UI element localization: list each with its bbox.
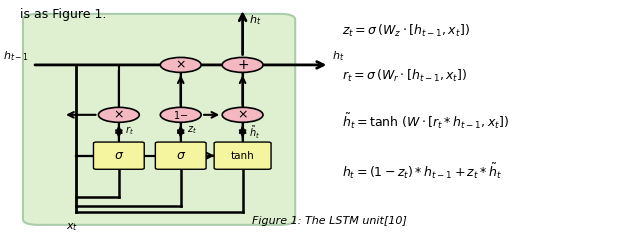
Text: $+$: $+$: [237, 58, 249, 72]
Circle shape: [222, 57, 263, 72]
Text: $\tilde{h}_t = \tanh\,(W \cdot [r_t * h_{t-1}, x_t])$: $\tilde{h}_t = \tanh\,(W \cdot [r_t * h_…: [342, 112, 509, 131]
Text: $z_t$: $z_t$: [187, 125, 197, 136]
FancyBboxPatch shape: [214, 142, 271, 169]
Circle shape: [222, 107, 263, 122]
Text: $r_t = \sigma\,(W_r \cdot [h_{t-1}, x_t])$: $r_t = \sigma\,(W_r \cdot [h_{t-1}, x_t]…: [342, 68, 467, 84]
Text: $\times$: $\times$: [237, 108, 248, 121]
Text: $h_t$: $h_t$: [332, 49, 345, 63]
Circle shape: [160, 107, 201, 122]
FancyBboxPatch shape: [156, 142, 206, 169]
Text: $\times$: $\times$: [175, 59, 186, 72]
Text: $\sigma$: $\sigma$: [175, 149, 186, 162]
Circle shape: [160, 57, 201, 72]
Text: $r_t$: $r_t$: [125, 125, 134, 137]
Text: $\times$: $\times$: [113, 108, 124, 121]
Text: Figure 1: The LSTM unit[10]: Figure 1: The LSTM unit[10]: [252, 216, 406, 226]
Text: $z_t = \sigma\,(W_z \cdot [h_{t-1}, x_t])$: $z_t = \sigma\,(W_z \cdot [h_{t-1}, x_t]…: [342, 23, 470, 39]
Text: tanh: tanh: [231, 151, 255, 161]
Text: $1\!-$: $1\!-$: [173, 109, 189, 121]
FancyBboxPatch shape: [93, 142, 144, 169]
Text: $h_t$: $h_t$: [249, 13, 261, 26]
FancyBboxPatch shape: [23, 14, 295, 225]
Text: $h_{t-1}$: $h_{t-1}$: [3, 49, 29, 63]
Text: $x_t$: $x_t$: [67, 221, 79, 233]
Text: is as Figure 1.: is as Figure 1.: [20, 8, 106, 21]
Circle shape: [99, 107, 140, 122]
Text: $h_t = (1 - z_t) * h_{t-1} + z_t * \tilde{h}_t$: $h_t = (1 - z_t) * h_{t-1} + z_t * \tild…: [342, 162, 502, 181]
Text: $\sigma$: $\sigma$: [114, 149, 124, 162]
Text: $\tilde{h}_t$: $\tilde{h}_t$: [249, 125, 260, 141]
